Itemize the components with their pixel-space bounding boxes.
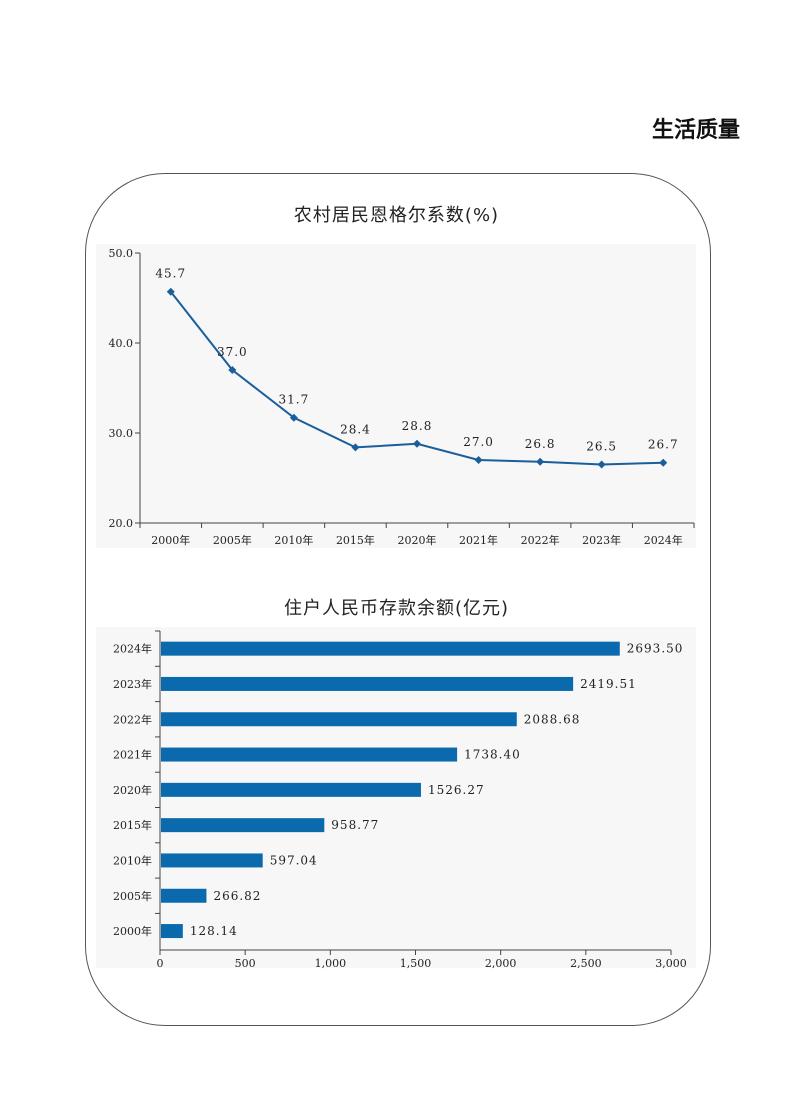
data-value-label: 31.7 xyxy=(279,393,310,407)
y-tick-label: 2015年 xyxy=(113,818,152,832)
x-tick-label: 1,500 xyxy=(400,957,432,970)
data-value-label: 266.82 xyxy=(213,889,261,903)
data-value-label: 26.8 xyxy=(525,437,556,451)
x-tick-label: 2000年 xyxy=(151,533,190,547)
y-tick-label: 40.0 xyxy=(109,337,134,350)
y-tick-label: 2023年 xyxy=(113,677,152,691)
deposit-bar xyxy=(161,747,458,762)
x-tick-label: 2005年 xyxy=(213,533,252,547)
data-point-marker xyxy=(597,460,606,469)
x-tick-label: 2023年 xyxy=(582,533,621,547)
x-tick-label: 2010年 xyxy=(274,533,313,547)
data-value-label: 128.14 xyxy=(190,924,238,938)
deposit-bar xyxy=(161,888,207,903)
x-tick-label: 500 xyxy=(235,957,256,970)
data-point-marker xyxy=(413,439,421,448)
data-point-marker xyxy=(351,443,360,452)
data-point-marker xyxy=(166,287,175,296)
data-value-label: 26.7 xyxy=(648,438,679,452)
data-point-marker xyxy=(659,458,668,467)
data-point-marker xyxy=(289,413,298,422)
data-point-marker xyxy=(536,457,545,466)
x-tick-label: 2,500 xyxy=(570,957,602,970)
y-tick-label: 2021年 xyxy=(113,748,152,762)
deposit-bar xyxy=(161,712,517,727)
y-tick-label: 30.0 xyxy=(109,427,134,440)
y-tick-label: 2024年 xyxy=(113,642,152,656)
data-point-marker xyxy=(474,456,483,464)
data-point-marker xyxy=(228,366,237,374)
data-value-label: 28.4 xyxy=(340,422,371,436)
x-tick-label: 1,000 xyxy=(315,957,347,970)
x-tick-label: 2021年 xyxy=(459,533,498,547)
y-tick-label: 20.0 xyxy=(109,517,134,530)
y-tick-label: 2010年 xyxy=(113,853,152,867)
deposit-bar xyxy=(161,641,620,656)
data-value-label: 597.04 xyxy=(270,853,318,867)
page-heading: 生活质量 xyxy=(651,118,740,143)
data-value-label: 2693.50 xyxy=(627,642,684,656)
deposit-bar xyxy=(161,782,421,797)
x-tick-label: 2015年 xyxy=(336,533,375,547)
data-value-label: 958.77 xyxy=(331,818,379,832)
deposit-bar xyxy=(161,853,263,868)
x-tick-label: 2,000 xyxy=(485,957,517,970)
deposit-chart-title: 住户人民币存款余额(亿元) xyxy=(283,598,510,619)
data-value-label: 27.0 xyxy=(463,435,494,449)
data-value-label: 45.7 xyxy=(155,267,186,281)
y-tick-label: 2000年 xyxy=(113,924,152,938)
data-value-label: 28.8 xyxy=(402,419,433,433)
engel-chart-title: 农村居民恩格尔系数(%) xyxy=(293,205,500,226)
x-tick-label: 2022年 xyxy=(521,533,560,547)
x-tick-label: 0 xyxy=(157,957,164,970)
data-value-label: 1738.40 xyxy=(464,748,521,762)
deposit-bar xyxy=(161,924,183,939)
deposit-bar xyxy=(161,818,325,833)
y-tick-label: 2020年 xyxy=(113,783,152,797)
x-tick-label: 2020年 xyxy=(398,533,437,547)
y-tick-label: 2005年 xyxy=(113,889,152,903)
x-tick-label: 2024年 xyxy=(644,533,683,547)
data-value-label: 37.0 xyxy=(217,345,248,359)
deposit-bar xyxy=(161,676,574,691)
engel-line-chart: 20.0 30.0 40.0 50.0 2000年 2005年 2010年 2015年 2020… xyxy=(96,244,696,548)
data-value-label: 26.5 xyxy=(586,440,617,454)
y-tick-label: 50.0 xyxy=(109,247,134,260)
data-value-label: 2088.68 xyxy=(524,712,581,726)
data-value-label: 2419.51 xyxy=(580,677,637,691)
y-tick-label: 2022年 xyxy=(113,712,152,726)
data-value-label: 1526.27 xyxy=(428,783,485,797)
deposit-bar-chart: 0 500 1,000 1,500 2,000 2,500 3,000 2024年 2693.5… xyxy=(113,630,687,970)
plot-background xyxy=(96,244,696,548)
x-tick-label: 3,000 xyxy=(655,957,687,970)
